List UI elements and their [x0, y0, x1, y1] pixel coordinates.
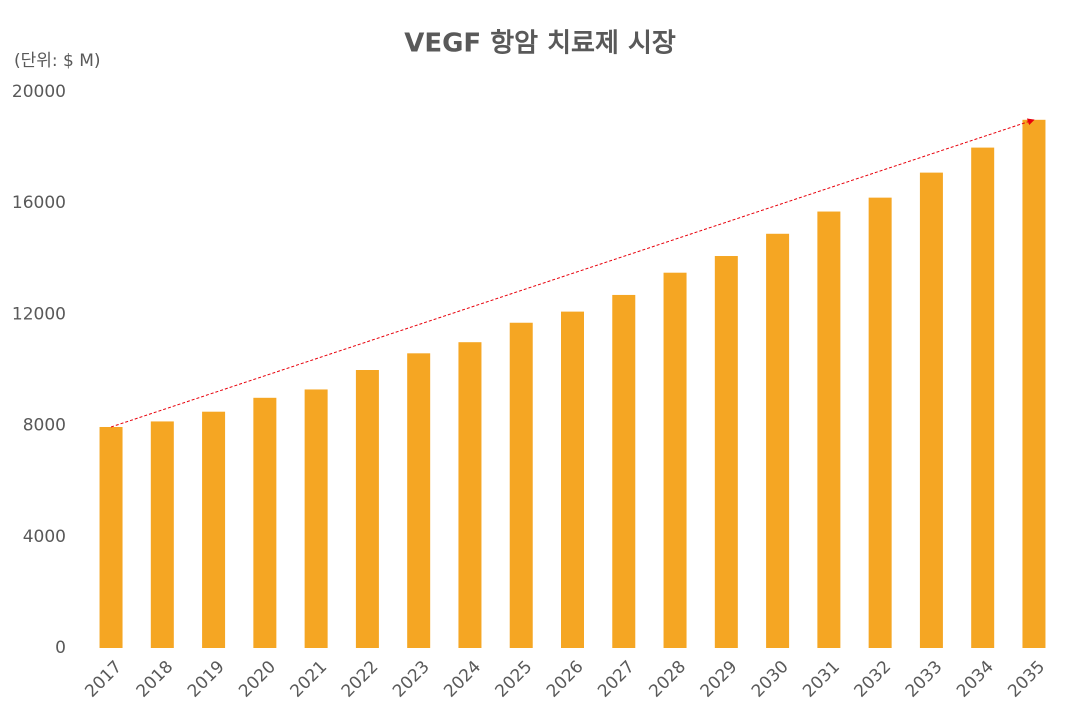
- unit-label: (단위: $ M): [14, 51, 101, 71]
- bar: [766, 233, 790, 648]
- x-tick-label: 2028: [645, 657, 690, 702]
- trend-arrow: [110, 118, 1035, 428]
- x-tick-label: 2029: [697, 657, 742, 702]
- x-tick-label: 2019: [184, 657, 229, 702]
- x-tick-label: 2021: [286, 657, 331, 702]
- bar: [150, 421, 174, 648]
- bar: [561, 311, 584, 648]
- x-tick-label: 2017: [81, 657, 126, 702]
- x-tick-label: 2024: [440, 657, 485, 702]
- x-tick-label: 2034: [953, 657, 998, 702]
- bar: [99, 426, 123, 648]
- x-tick-label: 2027: [594, 657, 639, 702]
- bar: [253, 397, 277, 648]
- x-tick-label: 2033: [902, 657, 947, 702]
- x-tick-label: 2031: [799, 657, 844, 702]
- bar: [304, 389, 328, 648]
- bar: [355, 370, 379, 648]
- x-tick-label: 2023: [389, 657, 434, 702]
- x-tick-label: 2018: [133, 657, 178, 702]
- y-tick-label: 20000: [12, 82, 66, 102]
- bar: [817, 211, 841, 649]
- bar: [971, 147, 995, 648]
- bar: [407, 353, 431, 648]
- y-tick-label: 0: [55, 638, 66, 658]
- bar: [202, 411, 226, 648]
- bar: [458, 342, 482, 648]
- y-tick-label: 16000: [12, 193, 66, 213]
- x-tick-label: 2025: [492, 657, 537, 702]
- bar: [509, 322, 533, 648]
- bar: [1022, 119, 1046, 649]
- x-tick-label: 2026: [543, 657, 588, 702]
- x-tick-label: 2020: [235, 657, 280, 702]
- x-tick-label: 2030: [748, 657, 793, 702]
- bar: [663, 272, 687, 648]
- y-tick-label: 4000: [23, 527, 66, 547]
- y-tick-label: 8000: [23, 416, 66, 436]
- bar: [919, 172, 943, 648]
- y-tick-label: 12000: [12, 304, 66, 324]
- chart-title: VEGF 항암 치료제 시장: [404, 29, 676, 59]
- bar: [612, 294, 636, 648]
- bar: [868, 197, 892, 648]
- x-tick-label: 2022: [338, 657, 383, 702]
- x-tick-label: 2032: [850, 657, 895, 702]
- x-tick-label: 2035: [1004, 657, 1049, 702]
- bar: [714, 256, 738, 648]
